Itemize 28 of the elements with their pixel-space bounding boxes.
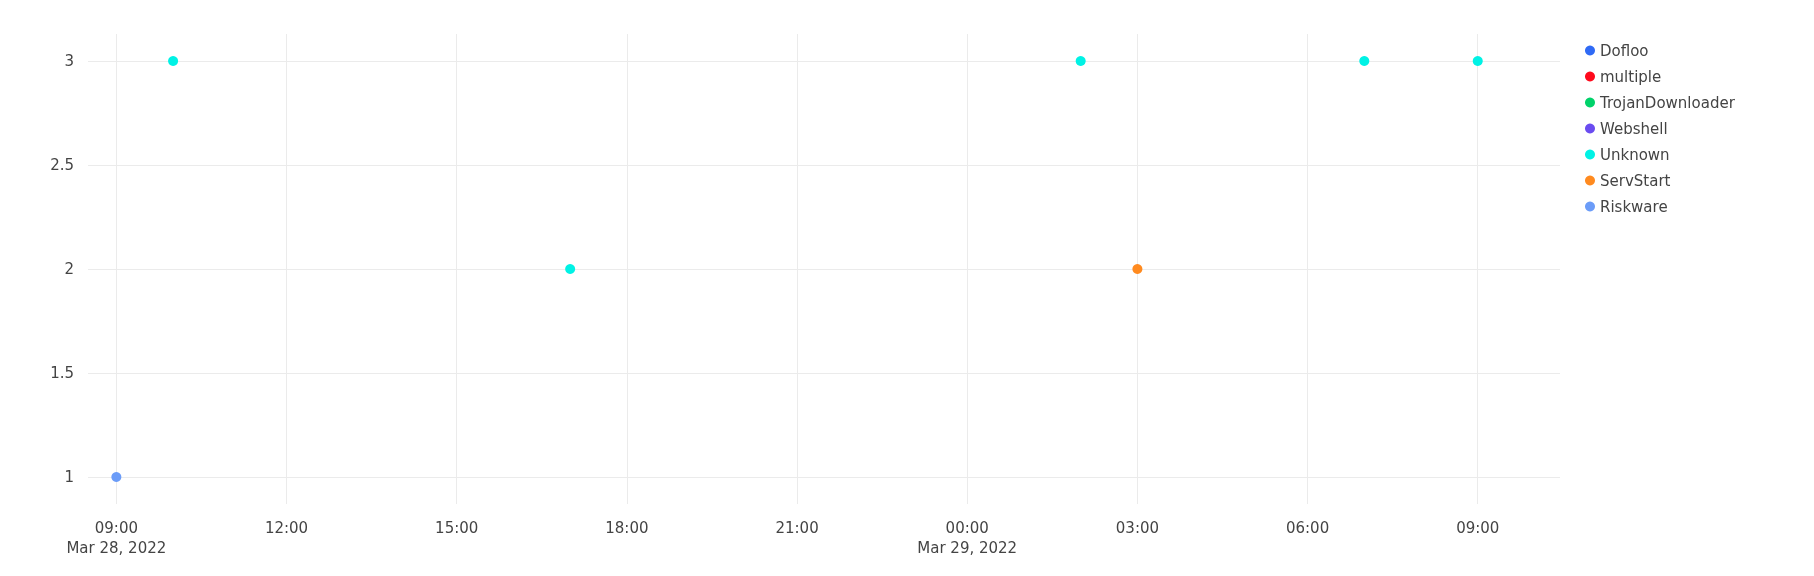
legend-label: multiple xyxy=(1600,67,1662,86)
y-tick-label: 2.5 xyxy=(50,156,74,175)
y-tick-label: 2 xyxy=(64,260,74,278)
point xyxy=(1359,56,1370,67)
x-tick-label: 03:00 xyxy=(1115,519,1160,537)
x-tick-label: 09:00 xyxy=(1456,519,1500,537)
legend-label: TrojanDownloader xyxy=(1599,93,1736,112)
legend-label: Riskware xyxy=(1600,197,1668,216)
legend-label: Unknown xyxy=(1600,145,1670,164)
y-tick-label: 1.5 xyxy=(50,363,74,382)
point xyxy=(1472,56,1483,67)
point xyxy=(1075,56,1086,67)
legend-label: Dofloo xyxy=(1600,41,1649,60)
x-tick-label: 15:00 xyxy=(435,519,479,537)
point xyxy=(1132,264,1143,274)
x-tick-label: 21:00 xyxy=(775,519,819,537)
x-tick-label: 09:00 Mar 28, 2022 xyxy=(66,519,167,557)
x-tick-label: 06:00 xyxy=(1285,519,1330,537)
y-tick-label: 3 xyxy=(64,52,74,71)
point xyxy=(565,264,576,274)
legend-label: ServStart xyxy=(1600,171,1671,190)
y-tick-label: 1 xyxy=(64,467,74,486)
x-tick-label: 00:00 Mar 29, 2022 xyxy=(917,519,1018,557)
point xyxy=(168,56,179,67)
point xyxy=(111,471,122,482)
x-tick-label: 18:00 xyxy=(605,519,649,537)
legend-label: Webshell xyxy=(1600,119,1668,138)
x-tick-label: 12:00 xyxy=(264,519,309,537)
